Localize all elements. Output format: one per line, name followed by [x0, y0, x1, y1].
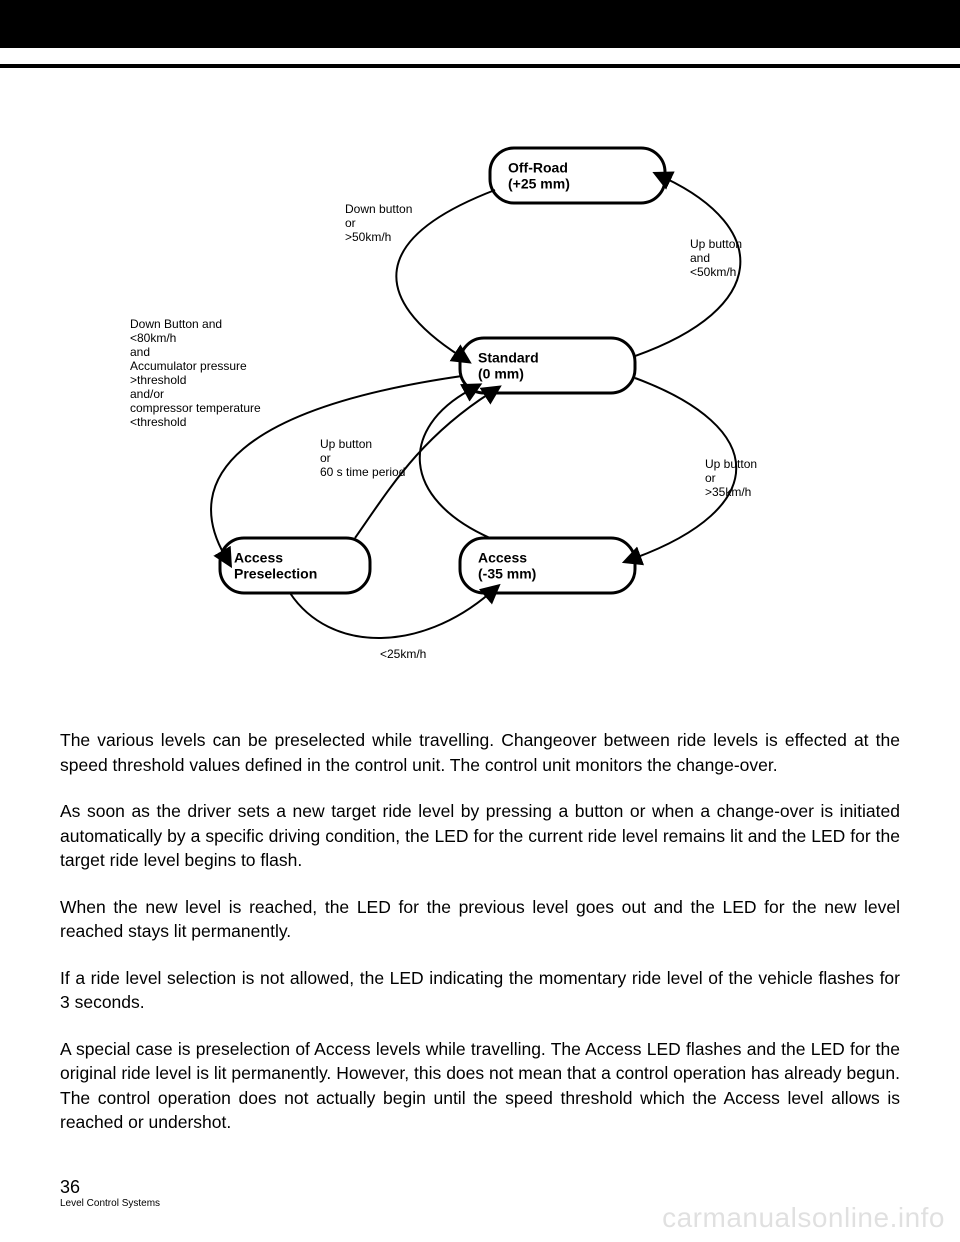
svg-text:and/or: and/or — [130, 387, 164, 401]
watermark: carmanualsonline.info — [662, 1202, 945, 1234]
svg-text:<threshold: <threshold — [130, 415, 186, 429]
page-content: Off-Road(+25 mm)Standard(0 mm)Access(-35… — [0, 68, 960, 1177]
svg-text:(+25 mm): (+25 mm) — [508, 176, 570, 192]
header-black-bar — [0, 0, 960, 48]
svg-text:Down button: Down button — [345, 202, 412, 216]
svg-text:>35km/h: >35km/h — [705, 485, 751, 499]
svg-text:Off-Road: Off-Road — [508, 160, 568, 176]
svg-text:Access: Access — [234, 550, 283, 566]
svg-text:>threshold: >threshold — [130, 373, 186, 387]
svg-text:(0 mm): (0 mm) — [478, 366, 524, 382]
svg-text:Standard: Standard — [478, 350, 539, 366]
svg-text:Access: Access — [478, 550, 527, 566]
svg-text:Down Button and: Down Button and — [130, 317, 222, 331]
paragraph-2: As soon as the driver sets a new target … — [60, 799, 900, 873]
svg-text:<80km/h: <80km/h — [130, 331, 176, 345]
svg-text:Preselection: Preselection — [234, 566, 317, 582]
state-diagram: Off-Road(+25 mm)Standard(0 mm)Access(-35… — [60, 118, 900, 678]
svg-text:or: or — [345, 216, 356, 230]
svg-text:<25km/h: <25km/h — [380, 647, 426, 661]
paragraph-4: If a ride level selection is not allowed… — [60, 966, 900, 1015]
paragraph-5: A special case is preselection of Access… — [60, 1037, 900, 1135]
page-number: 36 — [60, 1177, 900, 1198]
svg-text:Up button: Up button — [320, 437, 372, 451]
svg-text:Up button: Up button — [690, 237, 742, 251]
svg-text:or: or — [320, 451, 331, 465]
svg-text:60 s time period: 60 s time period — [320, 465, 405, 479]
svg-text:<50km/h: <50km/h — [690, 265, 736, 279]
diagram-svg: Off-Road(+25 mm)Standard(0 mm)Access(-35… — [90, 118, 870, 678]
svg-text:compressor temperature: compressor temperature — [130, 401, 261, 415]
svg-text:and: and — [690, 251, 710, 265]
svg-text:or: or — [705, 471, 716, 485]
svg-text:(-35 mm): (-35 mm) — [478, 566, 536, 582]
svg-text:>50km/h: >50km/h — [345, 230, 391, 244]
svg-text:and: and — [130, 345, 150, 359]
paragraph-1: The various levels can be preselected wh… — [60, 728, 900, 777]
body-text: The various levels can be preselected wh… — [60, 728, 900, 1135]
paragraph-3: When the new level is reached, the LED f… — [60, 895, 900, 944]
svg-text:Accumulator pressure: Accumulator pressure — [130, 359, 247, 373]
svg-text:Up button: Up button — [705, 457, 757, 471]
